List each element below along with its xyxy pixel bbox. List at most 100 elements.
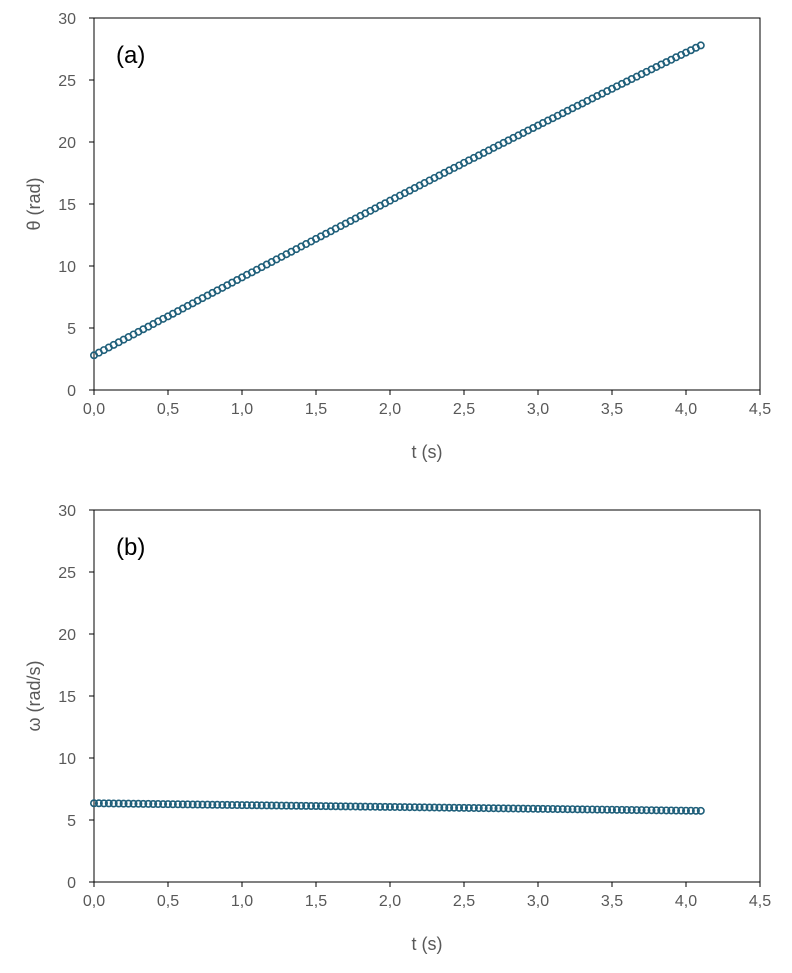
- y-tick-label: 0: [67, 875, 76, 892]
- data-point: [371, 802, 380, 811]
- data-point: [420, 803, 429, 812]
- data-point: [657, 806, 666, 815]
- data-point: [376, 802, 385, 811]
- data-point: [603, 805, 612, 814]
- data-point: [622, 805, 631, 814]
- data-point: [257, 801, 266, 810]
- panel-label-a: (a): [116, 42, 145, 69]
- data-point: [696, 806, 705, 815]
- data-point: [479, 804, 488, 813]
- data-point: [228, 800, 237, 809]
- data-point: [474, 804, 483, 813]
- data-point: [677, 806, 686, 815]
- y-tick-label: 25: [58, 73, 76, 90]
- data-point: [509, 804, 518, 813]
- data-points-a: [90, 41, 705, 360]
- x-tick-label: 2,0: [379, 893, 401, 910]
- data-point: [287, 801, 296, 810]
- data-point: [691, 806, 700, 815]
- data-point: [292, 801, 301, 810]
- data-point: [519, 804, 528, 813]
- data-point: [667, 806, 676, 815]
- y-tick-label: 0: [67, 383, 76, 400]
- x-tick-labels-b: 0,0 0,5 1,0 1,5 2,0 2,5 3,0 3,5 4,0 4,5: [83, 882, 771, 910]
- x-tick-label: 0,5: [157, 893, 179, 910]
- data-point: [114, 799, 123, 808]
- data-point: [346, 802, 355, 811]
- data-point: [652, 806, 661, 815]
- data-point: [514, 804, 523, 813]
- data-point: [504, 804, 513, 813]
- y-tick-label: 15: [58, 689, 76, 706]
- x-tick-label: 0,0: [83, 401, 105, 418]
- data-point: [459, 803, 468, 812]
- data-point: [568, 805, 577, 814]
- data-point: [188, 800, 197, 809]
- data-point: [598, 805, 607, 814]
- data-point: [385, 802, 394, 811]
- data-point: [144, 799, 153, 808]
- data-point: [642, 806, 651, 815]
- data-point: [277, 801, 286, 810]
- data-point: [326, 802, 335, 811]
- data-point: [233, 800, 242, 809]
- data-point: [672, 806, 681, 815]
- data-point: [662, 806, 671, 815]
- data-point: [267, 801, 276, 810]
- data-point: [366, 802, 375, 811]
- data-point: [173, 800, 182, 809]
- x-tick-labels-a: 0,0 0,5 1,0 1,5 2,0 2,5 3,0 3,5 4,0 4,5: [83, 390, 771, 418]
- data-point: [311, 801, 320, 810]
- x-tick-label: 0,5: [157, 401, 179, 418]
- data-point: [484, 804, 493, 813]
- data-point: [109, 799, 118, 808]
- data-point: [524, 804, 533, 813]
- plot-frame-b: [93, 509, 761, 883]
- data-point: [637, 806, 646, 815]
- chart-b: 0,0 0,5 1,0 1,5 2,0 2,5 3,0 3,5 4,0 4,5 0 5 10 15 20 2…: [24, 503, 771, 954]
- data-point: [627, 805, 636, 814]
- data-point: [593, 805, 602, 814]
- data-point: [247, 801, 256, 810]
- data-point: [696, 41, 705, 50]
- data-point: [469, 803, 478, 812]
- y-tick-label: 25: [58, 565, 76, 582]
- data-point: [164, 800, 173, 809]
- data-point: [134, 799, 143, 808]
- x-tick-label: 1,5: [305, 893, 327, 910]
- y-tick-labels-b: 0 5 10 15 20 25 30: [58, 503, 94, 892]
- data-point: [90, 799, 99, 808]
- data-point: [119, 799, 128, 808]
- x-axis-title-a: t (s): [412, 442, 443, 462]
- x-tick-label: 3,0: [527, 893, 549, 910]
- data-point: [168, 800, 177, 809]
- y-tick-label: 5: [67, 321, 76, 338]
- y-tick-label: 5: [67, 813, 76, 830]
- data-point: [425, 803, 434, 812]
- x-tick-label: 1,5: [305, 401, 327, 418]
- data-point: [351, 802, 360, 811]
- data-point: [104, 799, 113, 808]
- data-point: [612, 805, 621, 814]
- data-point: [632, 806, 641, 815]
- data-point: [499, 804, 508, 813]
- x-tick-label: 1,0: [231, 401, 253, 418]
- x-axis-title-b: t (s): [412, 934, 443, 954]
- data-point: [218, 800, 227, 809]
- data-point: [548, 804, 557, 813]
- data-point: [307, 801, 316, 810]
- data-point: [183, 800, 192, 809]
- data-point: [94, 799, 103, 808]
- data-point: [208, 800, 217, 809]
- y-axis-title-b: ω (rad/s): [24, 660, 44, 731]
- x-tick-label: 0,0: [83, 893, 105, 910]
- data-point: [543, 804, 552, 813]
- y-tick-label: 20: [58, 627, 76, 644]
- data-point: [252, 801, 261, 810]
- data-point: [316, 802, 325, 811]
- data-points-b: [90, 799, 705, 815]
- data-point: [381, 802, 390, 811]
- y-tick-label: 10: [58, 259, 76, 276]
- x-tick-label: 4,0: [675, 401, 697, 418]
- data-point: [617, 805, 626, 814]
